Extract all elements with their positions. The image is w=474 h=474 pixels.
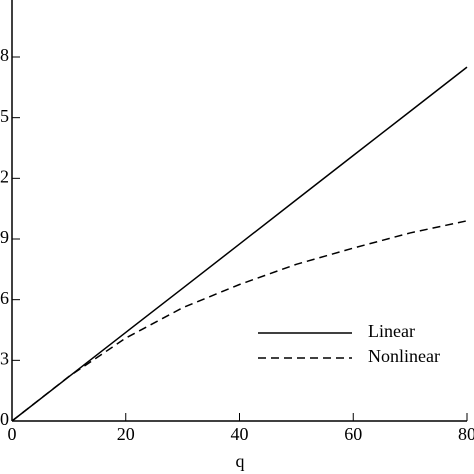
x-tick-label: 40 [231, 424, 249, 444]
y-tick-label: 15 [0, 106, 9, 126]
y-tick-label: 6 [0, 288, 9, 308]
line-series [11, 66, 468, 422]
y-tick-label: 0 [0, 409, 9, 429]
y-tick-label: 18 [0, 45, 9, 65]
x-axis-label: q [236, 451, 245, 471]
x-tick-label: 20 [117, 424, 135, 444]
y-tick-label: 9 [0, 227, 9, 247]
y-tick-label: 3 [0, 348, 9, 368]
line-series [11, 220, 468, 422]
y-tick-label: 12 [0, 166, 9, 186]
legend-label: Linear [368, 321, 415, 341]
x-tick-label: 80 [458, 424, 474, 444]
x-tick-label: 60 [344, 424, 362, 444]
x-tick-label: 0 [8, 424, 17, 444]
legend-label: Nonlinear [368, 346, 440, 366]
